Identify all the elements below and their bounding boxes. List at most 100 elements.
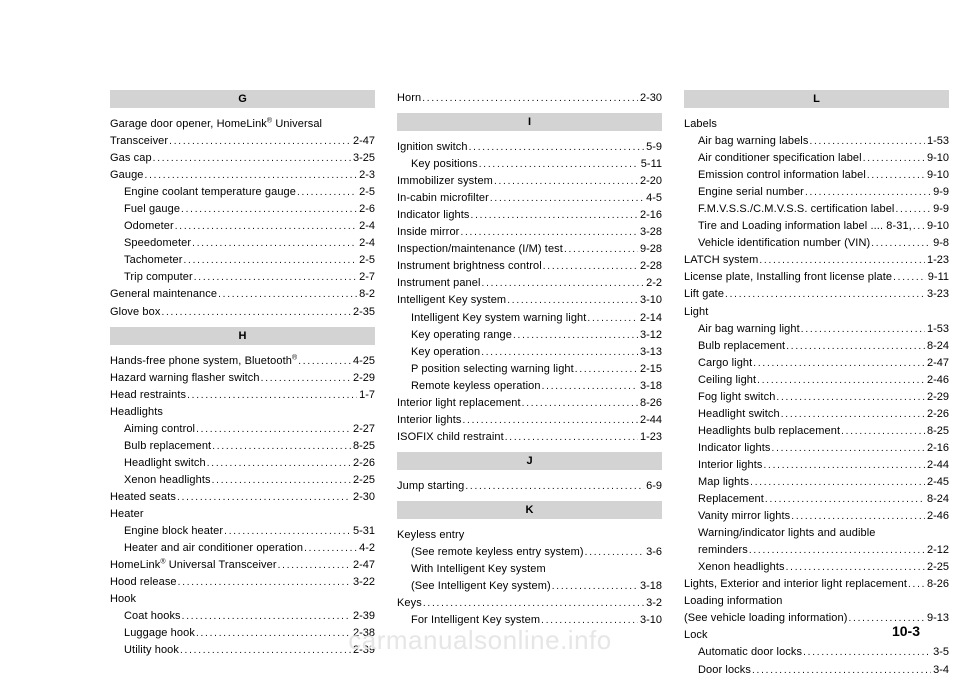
leader-dots — [260, 370, 351, 387]
index-entry: Aiming control 2-27 — [110, 421, 375, 438]
entry-label: Intelligent Key system warning light — [411, 310, 586, 327]
index-entry: Jump starting6-9 — [397, 478, 662, 495]
index-entry: Trip computer 2-7 — [110, 269, 375, 286]
leader-dots — [303, 540, 357, 557]
entry-label: Fog light switch — [698, 389, 775, 406]
page-ref: 9-8 — [931, 235, 949, 252]
index-entry: Key positions5-11 — [397, 156, 662, 173]
page-ref: 1-7 — [357, 387, 375, 404]
leader-dots — [493, 173, 638, 190]
entry-label: LATCH system — [684, 252, 758, 269]
entry-label: (See vehicle loading information) — [684, 610, 848, 627]
leader-dots — [586, 310, 638, 327]
entry-label: With Intelligent Key system — [411, 561, 546, 578]
index-entry: For Intelligent Key system3-10 — [397, 612, 662, 629]
entry-label: Heater and air conditioner operation — [124, 540, 303, 557]
leader-dots — [749, 474, 925, 491]
page-ref: 5-9 — [644, 139, 662, 156]
entry-label: Ceiling light — [698, 372, 756, 389]
page-ref: 9-9 — [931, 184, 949, 201]
index-entry: Headlights — [110, 404, 375, 421]
entry-label: Immobilizer system — [397, 173, 493, 190]
leader-dots — [802, 644, 931, 661]
index-entry: Headlight switch2-26 — [110, 455, 375, 472]
page-ref: 3-22 — [351, 574, 375, 591]
page-ref: 9-9 — [931, 201, 949, 218]
page-ref: 2-29 — [351, 370, 375, 387]
index-entry: Speedometer2-4 — [110, 235, 375, 252]
entry-label: Headlight switch — [124, 455, 206, 472]
entry-label: Garage door opener, HomeLink® Universal — [110, 116, 322, 133]
page-ref: 2-25 — [351, 472, 375, 489]
index-entry: Ceiling light 2-46 — [684, 372, 949, 389]
page-ref: 3-12 — [638, 327, 662, 344]
index-entry: Xenon headlights2-25 — [684, 559, 949, 576]
index-entry: LATCH system1-23 — [684, 252, 949, 269]
leader-dots — [512, 327, 638, 344]
leader-dots — [470, 207, 638, 224]
section-header-h: H — [110, 327, 375, 345]
entry-label: Interior lights — [397, 412, 461, 429]
page-ref: 3-4 — [931, 662, 949, 679]
entry-label: Heated seats — [110, 489, 176, 506]
index-entry: Hazard warning flasher switch 2-29 — [110, 370, 375, 387]
section-header-l: L — [684, 90, 949, 108]
page-ref: 2-45 — [925, 474, 949, 491]
index-entry: Interior light replacement8-26 — [397, 395, 662, 412]
entry-label: Aiming control — [124, 421, 195, 438]
leader-dots — [790, 508, 925, 525]
section-header-g: G — [110, 90, 375, 108]
entry-label: Replacement — [698, 491, 764, 508]
index-entry: Engine serial number9-9 — [684, 184, 949, 201]
entry-label: For Intelligent Key system — [411, 612, 540, 629]
leader-dots — [296, 184, 357, 201]
leader-dots — [785, 338, 925, 355]
page-ref: 3-18 — [638, 578, 662, 595]
leader-dots — [206, 455, 351, 472]
leader-dots — [804, 184, 931, 201]
page-ref: 2-7 — [357, 269, 375, 286]
index-entry: Indicator lights2-16 — [684, 440, 949, 457]
page-ref: 2-47 — [925, 355, 949, 372]
leader-dots — [775, 389, 925, 406]
entry-label: Hook — [110, 591, 136, 608]
entry-label: Trip computer — [124, 269, 193, 286]
index-entry: reminders2-12 — [684, 542, 949, 559]
entry-label: F.M.V.S.S./C.M.V.S.S. certification labe… — [698, 201, 894, 218]
entry-label: Lift gate — [684, 286, 724, 303]
entry-label: Engine coolant temperature gauge — [124, 184, 296, 201]
index-entry: Emission control information label9-10 — [684, 167, 949, 184]
leader-dots — [541, 378, 638, 395]
leader-dots — [724, 286, 925, 303]
index-entry: Transceiver2-47 — [110, 133, 375, 150]
index-entry: Warning/indicator lights and audible — [684, 525, 949, 542]
leader-dots — [780, 406, 925, 423]
entry-label: Hazard warning flasher switch — [110, 370, 260, 387]
index-entry: Glove box2-35 — [110, 304, 375, 321]
entry-label: Lock — [684, 627, 708, 644]
entry-label: Tachometer — [124, 252, 182, 269]
leader-dots — [181, 608, 351, 625]
leader-dots — [551, 578, 638, 595]
page-ref: 2-46 — [925, 372, 949, 389]
index-entry: Key operation3-13 — [397, 344, 662, 361]
index-entry: Labels — [684, 116, 949, 133]
leader-dots — [180, 201, 357, 218]
entry-label: Tire and Loading information label .... … — [698, 218, 912, 235]
index-entry: Vehicle identification number (VIN)9-8 — [684, 235, 949, 252]
index-entry: Automatic door locks3-5 — [684, 644, 949, 661]
entry-label: Lights, Exterior and interior light repl… — [684, 576, 907, 593]
entry-label: Glove box — [110, 304, 160, 321]
page-ref: 2-25 — [925, 559, 949, 576]
page-ref: 2-20 — [638, 173, 662, 190]
index-entry: License plate, Installing front license … — [684, 269, 949, 286]
page-ref: 2-27 — [351, 421, 375, 438]
leader-dots — [785, 559, 925, 576]
entry-label: Cargo light — [698, 355, 752, 372]
page-ref: 2-47 — [351, 133, 375, 150]
page-ref: 3-6 — [644, 544, 662, 561]
entry-label: Key operation — [411, 344, 480, 361]
entry-label: HomeLink® Universal Transceiver — [110, 557, 277, 574]
leader-dots — [464, 478, 644, 495]
entry-label: Indicator lights — [698, 440, 771, 457]
